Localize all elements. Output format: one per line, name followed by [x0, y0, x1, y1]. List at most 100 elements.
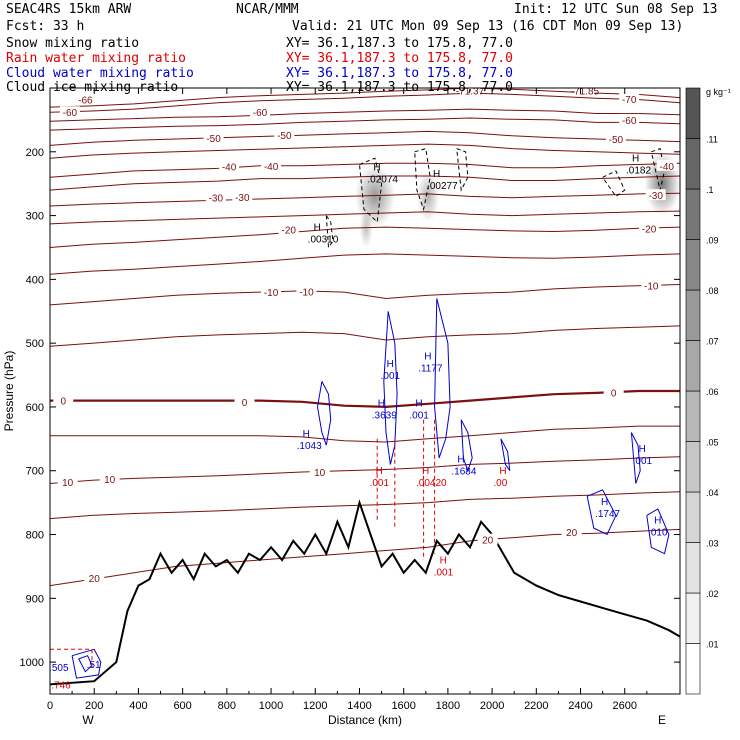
- maximum-marker-6: H: [378, 399, 385, 410]
- maximum-marker-14: H: [422, 466, 429, 477]
- colorbar: .01 .02 .03 .04 .05 .06 .07 .08 .09 .1 .11: [685, 87, 719, 695]
- maximum-marker-5: H: [424, 351, 431, 362]
- cloud-water-contour-1: [383, 311, 398, 465]
- cloud-water-contour-2: [434, 298, 451, 459]
- maximum-value-4: .001: [381, 371, 401, 382]
- contour-label-bg-15: [645, 189, 666, 201]
- maximum-marker-16: H: [440, 556, 447, 567]
- contour-labels: -66-60 -60-70-71.37 -71.85-60-50 -50 -50-40-…: [53, 84, 677, 585]
- contour-label-3: -70: [622, 95, 637, 106]
- x-tick-label-0: 0: [47, 700, 53, 712]
- shaded-region-1: [416, 170, 440, 222]
- colorbar-label-9: .1: [706, 185, 714, 195]
- colorbar-swatch-8: [685, 239, 701, 291]
- contour-label-20: -10: [644, 282, 659, 293]
- contour-label-bg-10: [219, 160, 240, 172]
- contour-label-12: -40: [660, 162, 675, 173]
- y-tick-label-800: 800: [26, 530, 44, 542]
- temp-contour-mid-m30: [49, 210, 681, 225]
- colorbar-label-5: .06: [706, 387, 719, 397]
- contour-label-0: -66: [78, 95, 93, 106]
- temp-contour-10: [49, 456, 681, 484]
- rain-contour-4: [50, 648, 93, 669]
- x-axis-ticks: 0 200 400 600 800 1000 1200 1400 1600 1800 2000 220…: [47, 88, 648, 712]
- contour-label-bg-9: [605, 133, 626, 145]
- temp-contour-mid-m10: [49, 325, 681, 347]
- cloud-water-contour-8: [71, 648, 102, 679]
- init-time: Init: 12 UTC Sun 08 Sep 13: [514, 2, 718, 17]
- contour-label-7: -50: [206, 134, 221, 145]
- temp-contour-m40: [49, 162, 681, 178]
- field-cloudwater-xy: XY= 36.1,187.3 to 175.8, 77.0: [286, 66, 513, 81]
- contour-label-bg-27: [84, 571, 105, 583]
- colorbar-label-4: .05: [706, 438, 719, 448]
- colorbar-label-7: .08: [706, 286, 719, 296]
- maximum-value-0: .02074: [367, 175, 398, 186]
- colorbar-label-10: .11: [706, 135, 718, 145]
- contour-label-27: 20: [89, 574, 101, 585]
- contour-label-bg-5: [574, 84, 595, 96]
- y-tick-label-900: 900: [26, 593, 44, 605]
- contour-label-4: -71.37: [456, 87, 485, 98]
- x-tick-label-2000: 2000: [480, 700, 504, 712]
- temp-contour-mid-m60: [49, 117, 681, 131]
- field-snow-name: Snow mixing ratio: [6, 36, 140, 51]
- colorbar-swatch-1: [685, 592, 701, 644]
- colorbar-label-6: .07: [706, 337, 719, 347]
- y-tick-label-500: 500: [26, 338, 44, 350]
- contour-label-bg-16: [278, 223, 299, 235]
- contour-label-bg-28: [477, 533, 498, 545]
- contour-label-bg-6: [619, 113, 640, 125]
- temp-contour-m20: [49, 226, 681, 248]
- maximum-marker-1: H: [433, 169, 440, 180]
- maximum-value-17: .746: [51, 680, 71, 691]
- maximum-marker-9: H: [457, 455, 464, 466]
- contour-label-bg-25: [99, 473, 120, 485]
- contour-label-13: -30: [209, 194, 224, 205]
- snow-contours: [325, 147, 666, 249]
- temp-contour-mid-m50: [49, 143, 681, 159]
- contour-label-25: 10: [104, 475, 116, 486]
- colorbar-label-3: .04: [706, 488, 719, 498]
- west-label: W: [82, 713, 94, 727]
- temp-contour-mid-m70: [49, 92, 681, 113]
- contour-label-bg-3: [619, 92, 640, 104]
- contour-label-10: -40: [222, 162, 237, 173]
- contour-label-bg-21: [53, 394, 74, 406]
- contour-label-22: 0: [242, 398, 248, 409]
- contour-label-bg-26: [309, 466, 330, 478]
- x-tick-label-600: 600: [173, 700, 191, 712]
- colorbar-swatch-10: [685, 138, 701, 190]
- maximum-marker-13: H: [376, 466, 383, 477]
- temp-contour-mid-m40: [49, 175, 681, 191]
- snow-contour-1: [414, 147, 431, 212]
- contour-label-bg-11: [261, 159, 282, 171]
- maximum-marker-8: H: [303, 429, 310, 440]
- colorbar-swatch-2: [685, 542, 701, 594]
- y-tick-label-700: 700: [26, 466, 44, 478]
- contour-label-17: -20: [642, 224, 657, 235]
- temp-contour-m30: [49, 192, 681, 207]
- field-cloudice-name: Cloud ice mixing ratio: [6, 80, 179, 95]
- maximum-value-2: .00310: [308, 235, 339, 246]
- contour-label-bg-14: [232, 191, 253, 203]
- contour-label-23: 0: [611, 388, 617, 399]
- contour-label-11: -40: [264, 162, 279, 173]
- contour-label-bg-8: [274, 129, 295, 141]
- maximum-value-8: .1043: [297, 441, 322, 452]
- cloud-water-contour-7: [646, 508, 670, 555]
- maximum-value-13: .001: [370, 478, 390, 489]
- maximum-marker-15: H: [499, 466, 506, 477]
- contour-label-28: 20: [482, 536, 494, 547]
- contour-label-6: -60: [622, 116, 637, 127]
- shaded-region-2: [359, 209, 373, 248]
- maximum-value-6: .3639: [372, 411, 397, 422]
- contour-label-21: 0: [60, 397, 66, 408]
- x-tick-label-200: 200: [85, 700, 103, 712]
- y-tick-label-300: 300: [26, 211, 44, 223]
- x-tick-label-400: 400: [129, 700, 147, 712]
- maximum-marker-7: H: [415, 399, 422, 410]
- temp-contour-0: [50, 389, 680, 409]
- cloud-water-contour-0: [316, 381, 332, 446]
- maximum-value-11: .1747: [595, 509, 620, 520]
